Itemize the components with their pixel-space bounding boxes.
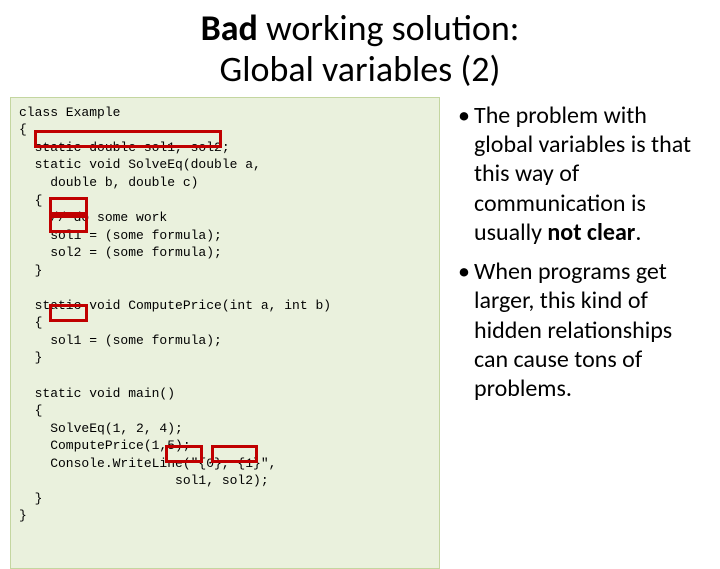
code-line: sol1 = (some formula); bbox=[19, 333, 222, 348]
code-line: double b, double c) bbox=[19, 175, 198, 190]
title-line2: Global variables (2) bbox=[220, 47, 501, 91]
bullet-1: The problem with global variables is tha… bbox=[458, 101, 710, 247]
code-line: } bbox=[19, 508, 27, 523]
code-line: ComputePrice(1,5); bbox=[19, 438, 191, 453]
bullet-list: The problem with global variables is tha… bbox=[440, 97, 710, 569]
code-line: SolveEq(1, 2, 4); bbox=[19, 421, 183, 436]
code-line: static void ComputePrice(int a, int b) bbox=[19, 298, 331, 313]
bullet-2: When programs get larger, this kind of h… bbox=[458, 257, 710, 403]
code-line: } bbox=[19, 350, 42, 365]
code-line: { bbox=[19, 315, 42, 330]
title-bad: Bad bbox=[201, 6, 258, 50]
title-rest1: working solution: bbox=[258, 6, 520, 50]
bullet-1b: not clear bbox=[547, 218, 635, 247]
code-line: { bbox=[19, 403, 42, 418]
content-row: class Example { static double sol1, sol2… bbox=[0, 91, 720, 569]
code-line: sol1 = (some formula); bbox=[19, 228, 222, 243]
code-line: } bbox=[19, 491, 42, 506]
code-line: sol2 = (some formula); bbox=[19, 245, 222, 260]
code-line: sol1, sol2); bbox=[19, 473, 269, 488]
code-line: Console.WriteLine("{0}, {1}", bbox=[19, 456, 276, 471]
code-line: static void SolveEq(double a, bbox=[19, 157, 261, 172]
code-line: { bbox=[19, 193, 42, 208]
code-line: class Example bbox=[19, 105, 120, 120]
slide: Bad working solution: Global variables (… bbox=[0, 0, 720, 540]
bullet-1c: . bbox=[635, 218, 641, 247]
slide-title: Bad working solution: Global variables (… bbox=[0, 0, 720, 91]
code-panel: class Example { static double sol1, sol2… bbox=[10, 97, 440, 569]
code-line: { bbox=[19, 122, 27, 137]
code-line: static double sol1, sol2; bbox=[19, 140, 230, 155]
code-line: // do some work bbox=[19, 210, 167, 225]
code-line: } bbox=[19, 263, 42, 278]
code-line: static void main() bbox=[19, 386, 175, 401]
